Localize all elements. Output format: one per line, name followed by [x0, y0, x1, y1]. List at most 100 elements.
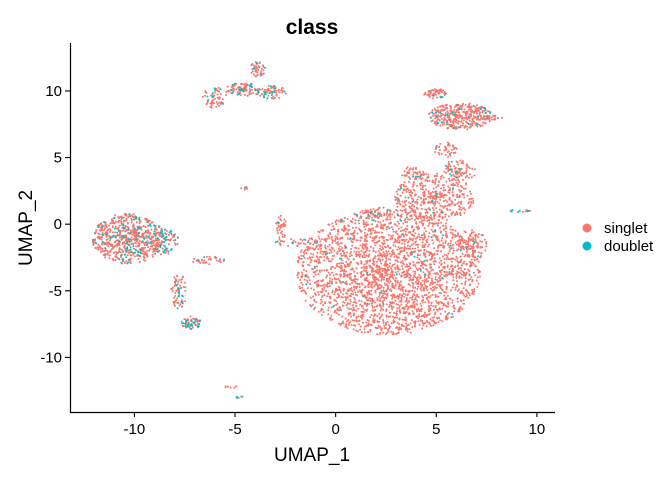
point-singlet: [307, 276, 310, 279]
point-singlet: [456, 202, 459, 205]
point-singlet: [458, 208, 461, 211]
point-singlet: [160, 227, 163, 230]
point-singlet: [452, 247, 455, 250]
point-singlet: [317, 293, 320, 296]
point-singlet: [436, 280, 439, 283]
point-singlet: [380, 279, 383, 282]
point-doublet: [149, 223, 151, 226]
point-singlet: [208, 263, 211, 266]
point-singlet: [283, 240, 286, 243]
point-singlet: [319, 240, 322, 243]
point-doublet: [448, 271, 451, 273]
point-singlet: [318, 237, 321, 240]
point-singlet: [403, 247, 406, 250]
point-singlet: [181, 324, 184, 327]
point-singlet: [343, 252, 346, 255]
point-singlet: [439, 105, 442, 108]
point-singlet: [449, 239, 452, 242]
point-singlet: [370, 283, 373, 286]
point-singlet: [406, 187, 409, 190]
point-doublet: [382, 303, 385, 305]
point-singlet: [354, 275, 357, 278]
point-singlet: [326, 269, 328, 271]
point-singlet: [99, 229, 102, 232]
point-doublet: [459, 107, 461, 110]
point-singlet: [389, 262, 391, 265]
point-singlet: [385, 238, 388, 241]
point-singlet: [380, 262, 383, 265]
point-doublet: [133, 218, 135, 221]
point-singlet: [309, 304, 311, 307]
point-singlet: [321, 284, 324, 287]
point-singlet: [416, 235, 419, 238]
point-singlet: [106, 231, 109, 234]
point-doublet: [349, 237, 352, 239]
point-singlet: [373, 313, 376, 316]
point-singlet: [344, 233, 347, 236]
point-singlet: [382, 292, 385, 295]
point-singlet: [257, 68, 260, 71]
point-singlet: [389, 301, 391, 304]
point-singlet: [385, 314, 388, 317]
point-singlet: [351, 220, 354, 223]
point-singlet: [425, 297, 428, 300]
point-singlet: [349, 277, 352, 280]
point-singlet: [135, 245, 138, 248]
point-singlet: [157, 243, 160, 246]
point-singlet: [382, 224, 385, 227]
point-singlet: [173, 242, 176, 245]
point-singlet: [385, 277, 388, 280]
point-singlet: [410, 319, 413, 322]
point-singlet: [457, 107, 460, 109]
point-singlet: [440, 187, 443, 190]
point-singlet: [434, 322, 436, 325]
point-singlet: [353, 319, 356, 322]
point-singlet: [335, 288, 338, 291]
point-singlet: [441, 307, 444, 310]
point-singlet: [415, 206, 418, 209]
point-singlet: [390, 267, 393, 270]
point-singlet: [437, 115, 440, 118]
point-singlet: [403, 170, 406, 173]
point-singlet: [402, 286, 405, 289]
point-singlet: [385, 250, 388, 253]
point-singlet: [459, 255, 462, 258]
point-singlet: [396, 193, 399, 196]
point-singlet: [380, 278, 383, 281]
point-singlet: [451, 301, 454, 304]
point-singlet: [125, 260, 128, 263]
point-singlet: [258, 62, 261, 65]
point-singlet: [338, 262, 341, 265]
point-singlet: [175, 299, 177, 302]
point-singlet: [385, 315, 388, 318]
point-singlet: [358, 299, 361, 302]
point-singlet: [363, 231, 366, 234]
point-singlet: [462, 271, 465, 274]
point-singlet: [430, 263, 433, 266]
point-singlet: [404, 293, 407, 296]
point-singlet: [441, 192, 444, 195]
point-singlet: [445, 194, 448, 197]
point-singlet: [370, 289, 373, 292]
point-singlet: [442, 119, 445, 121]
point-singlet: [402, 263, 405, 266]
point-singlet: [396, 225, 399, 227]
point-singlet: [304, 299, 307, 302]
point-singlet: [458, 239, 461, 242]
point-singlet: [122, 250, 125, 253]
point-doublet: [400, 219, 402, 222]
point-singlet: [359, 275, 362, 278]
point-singlet: [334, 235, 337, 238]
point-singlet: [389, 208, 391, 211]
point-singlet: [348, 308, 351, 311]
point-singlet: [400, 324, 403, 327]
point-singlet: [386, 274, 389, 277]
point-singlet: [426, 217, 428, 219]
point-singlet: [327, 309, 330, 312]
point-doublet: [484, 112, 487, 114]
point-singlet: [441, 89, 444, 92]
point-singlet: [360, 305, 363, 308]
point-singlet: [436, 106, 439, 109]
point-singlet: [376, 333, 379, 336]
point-singlet: [359, 316, 362, 318]
